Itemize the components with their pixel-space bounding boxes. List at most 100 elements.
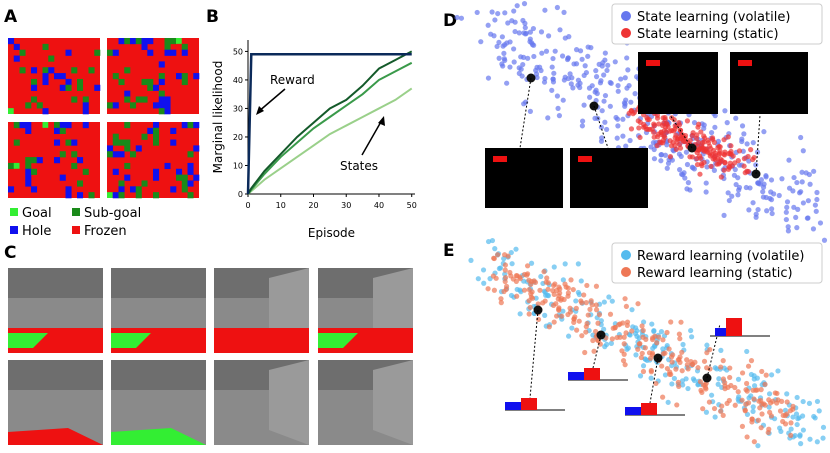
cloud-point: [817, 220, 824, 226]
cloud-point: [662, 372, 669, 378]
cloud-point: [633, 352, 639, 358]
cloud-point: [516, 30, 522, 36]
y-axis-label: Marginal likelihood: [211, 61, 225, 174]
cell: [187, 162, 194, 170]
cloud-point: [557, 286, 563, 292]
cell: [170, 127, 177, 134]
cloud-point: [602, 92, 609, 99]
cell: [130, 38, 137, 45]
cloud-point: [622, 296, 628, 302]
cell: [77, 84, 84, 91]
cell: [112, 133, 119, 140]
cell: [164, 162, 171, 170]
cloud-point: [593, 283, 600, 289]
cloud-point: [570, 286, 576, 293]
cloud-point: [492, 246, 498, 252]
wall: [373, 360, 413, 445]
cloud-point: [677, 167, 683, 173]
cloud-point: [530, 25, 537, 32]
cloud-point: [763, 174, 769, 180]
cloud-point: [708, 163, 714, 169]
cloud-point: [805, 198, 811, 204]
cloud-point: [729, 193, 735, 199]
cloud-point: [551, 264, 557, 270]
cell: [112, 151, 119, 158]
cloud-point: [593, 74, 600, 80]
cloud-point: [538, 67, 544, 74]
cloud-point: [760, 189, 766, 195]
cell: [77, 192, 84, 199]
cell: [112, 102, 119, 109]
cell: [170, 38, 177, 45]
cell: [65, 186, 72, 193]
cloud-point: [799, 169, 805, 175]
cloud-point: [741, 156, 747, 162]
cell: [65, 78, 72, 86]
cloud-point: [736, 184, 743, 191]
cell: [147, 78, 154, 86]
cloud-point: [527, 29, 534, 35]
cloud-point: [711, 405, 718, 412]
cloud-point: [690, 130, 696, 136]
cloud-point: [724, 120, 730, 126]
cloud-point: [689, 154, 696, 160]
cell: [181, 78, 188, 86]
cloud-point: [673, 366, 679, 372]
cloud-point: [768, 413, 775, 419]
cloud-point: [551, 70, 557, 76]
cloud-point: [581, 72, 587, 79]
cloud-point: [539, 50, 545, 56]
cell: [71, 67, 78, 74]
cloud-point: [748, 358, 755, 364]
cloud-point: [612, 325, 618, 331]
cell: [124, 122, 131, 129]
line: [247, 50, 413, 195]
cloud-point: [755, 417, 761, 423]
cloud-point: [489, 9, 495, 15]
cloud-point: [739, 123, 746, 129]
cloud-point: [651, 156, 658, 162]
cloud-point: [785, 224, 791, 230]
cloud-point: [576, 318, 582, 324]
cloud-point: [779, 176, 785, 182]
cloud-point: [599, 108, 605, 114]
cloud-point: [544, 275, 550, 281]
cloud-point: [502, 262, 509, 268]
render-top: [8, 268, 103, 298]
leader: [669, 114, 693, 149]
x-tick-label: 40: [374, 201, 384, 210]
cloud-point: [503, 283, 510, 289]
cloud-point: [458, 15, 465, 21]
cloud-point: [511, 8, 517, 14]
legend-swatch: [72, 226, 80, 234]
cell: [82, 102, 89, 109]
cloud-point: [554, 93, 561, 99]
cloud-point: [693, 135, 700, 141]
cloud-point: [573, 47, 580, 53]
cloud-point: [535, 301, 541, 307]
cloud-point: [684, 357, 690, 363]
cloud-point: [790, 403, 796, 409]
cloud-point: [528, 260, 535, 266]
cell: [112, 49, 119, 56]
cloud-point: [660, 394, 666, 400]
cell: [71, 162, 78, 170]
cloud-point: [806, 400, 813, 406]
cloud-point: [654, 143, 660, 149]
cloud-point: [722, 160, 728, 166]
inset-mark: [738, 60, 752, 66]
leader: [592, 334, 602, 369]
cloud-point: [759, 368, 765, 375]
cloud-point: [810, 226, 817, 232]
cloud-point: [579, 123, 585, 129]
cloud-point: [669, 381, 675, 387]
cloud-point: [534, 74, 540, 81]
cloud-point: [509, 261, 515, 267]
cell: [25, 168, 32, 175]
cloud-point: [660, 346, 666, 352]
cloud-point: [609, 336, 615, 342]
cloud-point: [691, 120, 698, 126]
cloud-point: [746, 207, 752, 213]
cell: [124, 67, 131, 74]
cloud-point: [736, 394, 742, 400]
